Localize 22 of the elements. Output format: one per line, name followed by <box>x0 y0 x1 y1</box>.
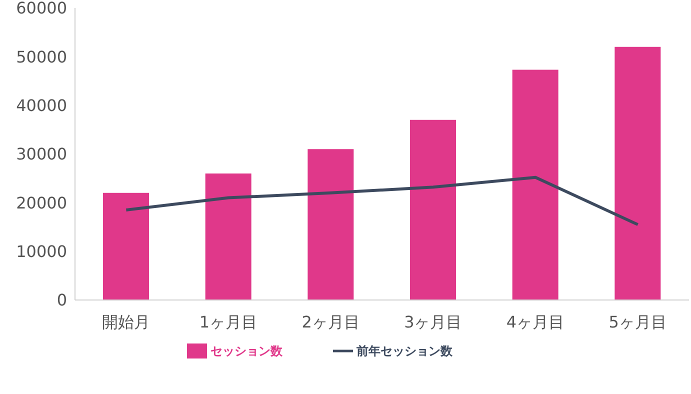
bar <box>410 120 456 300</box>
legend-label: 前年セッション数 <box>356 344 452 358</box>
bar <box>308 149 354 300</box>
bar <box>205 173 252 300</box>
x-tick-label: 3ヶ月目 <box>404 312 462 332</box>
x-tick-label: 2ヶ月目 <box>302 312 360 332</box>
line-series <box>124 176 640 226</box>
bar <box>512 70 558 300</box>
y-tick-label: 20000 <box>16 193 67 212</box>
y-tick-label: 40000 <box>16 96 67 116</box>
y-tick-label: 60000 <box>16 0 67 18</box>
y-tick-label: 0 <box>56 290 67 310</box>
legend-label: セッション数 <box>210 344 282 358</box>
bar <box>103 192 149 300</box>
y-tick-label: 10000 <box>16 242 67 262</box>
x-tick-label: 開始月 <box>102 312 150 332</box>
bar <box>614 46 661 300</box>
x-tick-label: 4ヶ月目 <box>506 312 565 332</box>
y-tick-label: 30000 <box>16 144 67 164</box>
y-tick-label: 50000 <box>16 47 67 66</box>
x-tick-label: 1ヶ月目 <box>199 312 258 332</box>
x-tick-label: 5ヶ月目 <box>608 312 667 332</box>
